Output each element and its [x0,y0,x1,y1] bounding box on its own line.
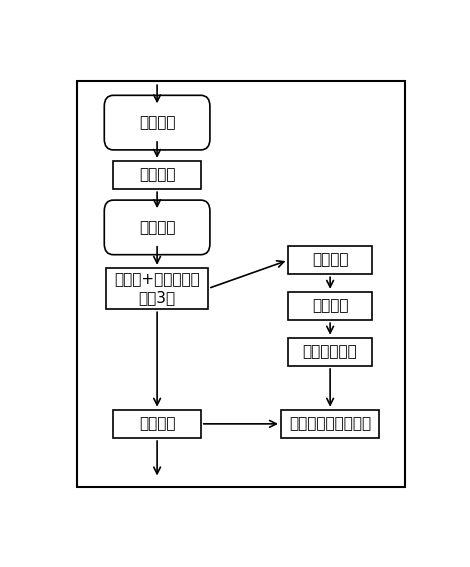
Text: 关闭电动水阀及面板: 关闭电动水阀及面板 [289,416,371,431]
Text: 关闭风机: 关闭风机 [312,298,348,314]
FancyBboxPatch shape [288,292,372,320]
Text: 开关机键: 开关机键 [139,167,175,183]
Text: 开启电动水阀: 开启电动水阀 [303,344,358,359]
FancyBboxPatch shape [106,268,208,309]
Text: 开机状态: 开机状态 [139,220,175,235]
FancyBboxPatch shape [281,410,379,438]
FancyBboxPatch shape [288,246,372,274]
Text: 清洗模式: 清洗模式 [312,253,348,268]
FancyBboxPatch shape [113,410,201,438]
Text: 模式键+温度增加键
持续3秒: 模式键+温度增加键 持续3秒 [114,272,200,305]
FancyBboxPatch shape [113,161,201,189]
Text: 开关机键: 开关机键 [139,416,175,431]
FancyBboxPatch shape [288,337,372,366]
Text: 关机状态: 关机状态 [139,115,175,130]
FancyBboxPatch shape [104,95,210,150]
FancyBboxPatch shape [104,200,210,255]
